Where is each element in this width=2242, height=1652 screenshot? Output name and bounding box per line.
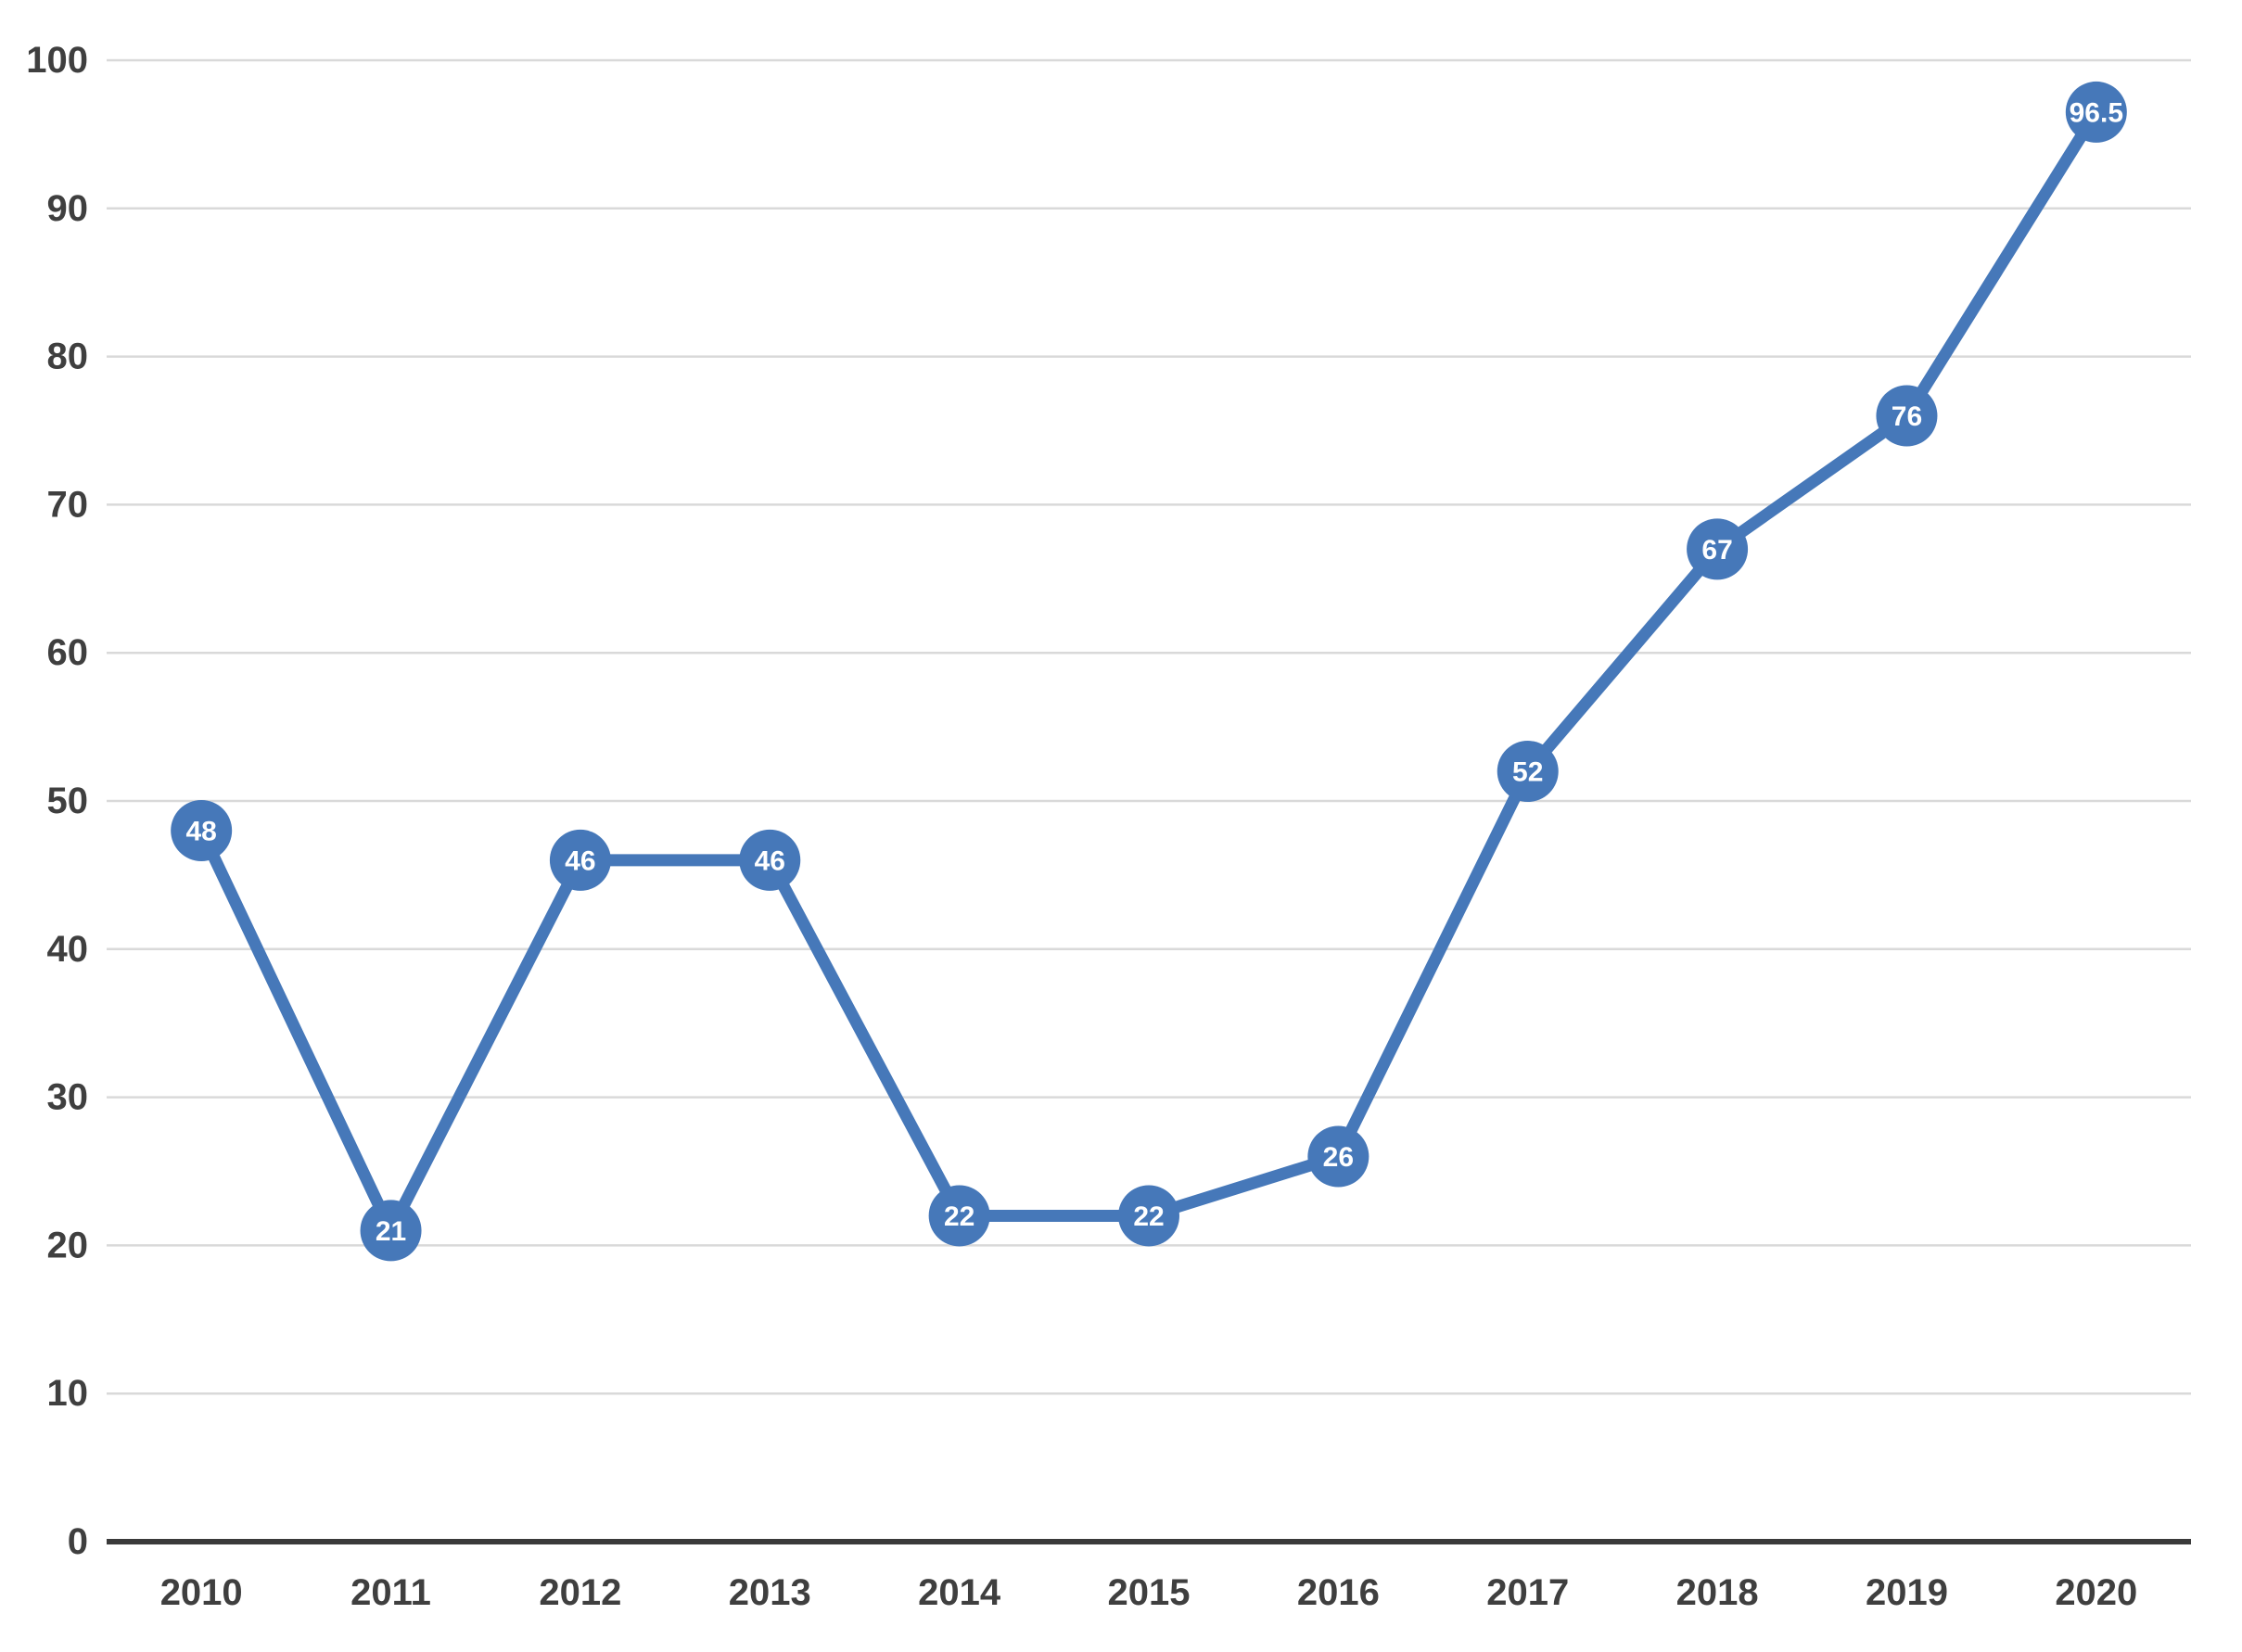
x-axis-tick-label: 2015 bbox=[1108, 1572, 1191, 1613]
x-axis-tick-label: 2011 bbox=[350, 1572, 431, 1613]
data-point-marker bbox=[1307, 1125, 1369, 1188]
data-point-label: 96.5 bbox=[2070, 97, 2123, 128]
y-axis-tick-label: 0 bbox=[68, 1521, 88, 1562]
data-point-label: 48 bbox=[185, 816, 216, 846]
x-axis-tick-label: 2010 bbox=[160, 1572, 243, 1613]
x-axis-tick-label: 2012 bbox=[539, 1572, 621, 1613]
data-point-marker bbox=[2065, 81, 2127, 143]
data-point-marker bbox=[171, 799, 233, 861]
y-axis-tick-label: 30 bbox=[47, 1077, 89, 1118]
data-point-label: 22 bbox=[944, 1201, 975, 1232]
y-axis-tick-label: 20 bbox=[47, 1225, 89, 1265]
y-axis-tick-label: 60 bbox=[47, 632, 89, 673]
data-point-label: 46 bbox=[565, 845, 595, 876]
x-axis-tick-label: 2019 bbox=[1866, 1572, 1948, 1613]
y-axis-tick-label: 70 bbox=[47, 484, 89, 525]
data-point-marker bbox=[928, 1185, 990, 1247]
x-axis-tick-label: 2014 bbox=[918, 1572, 1001, 1613]
y-axis-tick-label: 80 bbox=[47, 337, 89, 377]
x-axis-tick-label: 2020 bbox=[2055, 1572, 2137, 1613]
y-axis-tick-label: 100 bbox=[26, 40, 88, 81]
data-point-label: 46 bbox=[755, 845, 785, 876]
data-point-marker bbox=[739, 829, 801, 891]
y-axis-tick-label: 90 bbox=[47, 188, 89, 229]
data-point-marker bbox=[1876, 385, 1938, 447]
data-point-label: 26 bbox=[1323, 1142, 1354, 1173]
x-axis-tick-label: 2018 bbox=[1676, 1572, 1759, 1613]
data-point-label: 67 bbox=[1701, 535, 1732, 565]
data-point-marker bbox=[1497, 741, 1559, 803]
y-axis-tick-label: 10 bbox=[47, 1373, 89, 1414]
y-axis-tick-label: 40 bbox=[47, 929, 89, 970]
x-axis-tick-label: 2017 bbox=[1486, 1572, 1569, 1613]
data-point-marker bbox=[1118, 1185, 1179, 1247]
data-point-marker bbox=[1687, 518, 1749, 580]
data-point-label: 21 bbox=[376, 1216, 406, 1247]
data-point-label: 76 bbox=[1892, 401, 1922, 432]
x-axis-tick-label: 2016 bbox=[1297, 1572, 1380, 1613]
data-point-label: 22 bbox=[1133, 1201, 1164, 1232]
y-axis-tick-label: 50 bbox=[47, 781, 89, 821]
data-point-marker bbox=[360, 1200, 422, 1262]
data-point-label: 52 bbox=[1512, 757, 1543, 788]
data-point-marker bbox=[549, 829, 611, 891]
x-axis-tick-label: 2013 bbox=[729, 1572, 811, 1613]
